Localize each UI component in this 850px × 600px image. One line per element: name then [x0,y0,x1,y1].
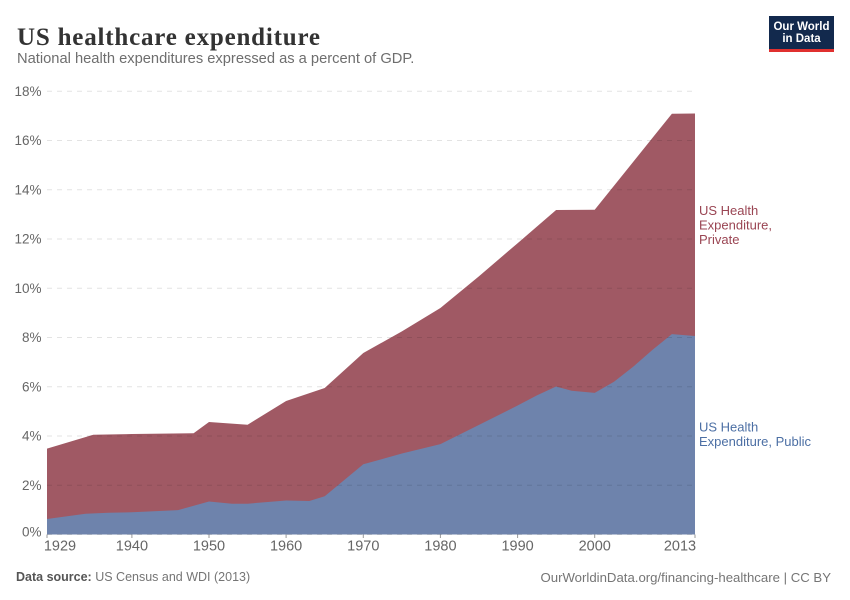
svg-text:2013: 2013 [664,539,696,555]
svg-text:1970: 1970 [347,539,379,555]
svg-text:6%: 6% [22,380,42,395]
svg-text:2%: 2% [22,478,42,493]
svg-text:16%: 16% [14,133,41,148]
svg-text:2000: 2000 [579,539,611,555]
svg-text:1980: 1980 [424,539,456,555]
svg-text:0%: 0% [22,525,42,540]
svg-text:Private: Private [699,232,739,247]
svg-text:1960: 1960 [270,539,302,555]
svg-text:US Health: US Health [699,420,758,435]
svg-text:Expenditure,: Expenditure, [699,218,772,233]
svg-text:10%: 10% [14,281,41,296]
svg-text:1940: 1940 [116,539,148,555]
svg-text:14%: 14% [14,183,41,198]
svg-text:US Health: US Health [699,203,758,218]
svg-text:Expenditure, Public: Expenditure, Public [699,434,812,449]
svg-text:1929: 1929 [44,539,76,555]
svg-text:1990: 1990 [501,539,533,555]
svg-text:8%: 8% [22,330,42,345]
svg-text:1950: 1950 [193,539,225,555]
svg-text:12%: 12% [14,232,41,247]
svg-text:4%: 4% [22,429,42,444]
svg-text:18%: 18% [14,84,41,99]
